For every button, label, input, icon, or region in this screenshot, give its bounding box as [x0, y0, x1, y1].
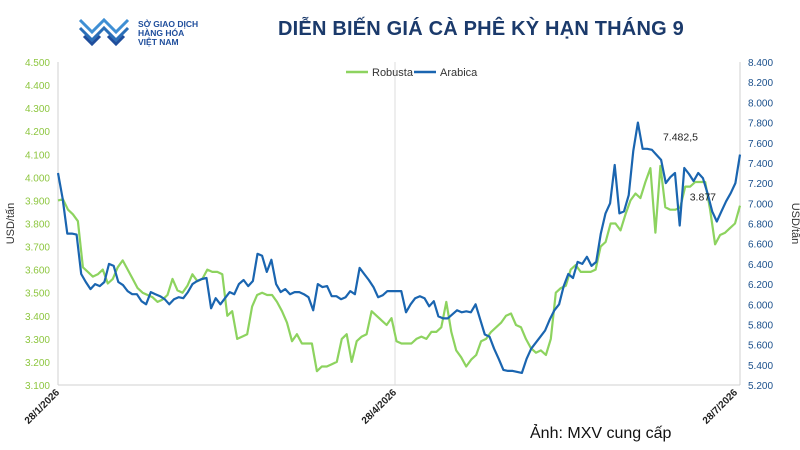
- left-tick-label: 4.100: [25, 150, 50, 161]
- right-tick-label: 7.600: [748, 139, 773, 150]
- end-value-label: 3.877: [690, 192, 716, 204]
- legend: Robusta Arabica: [346, 67, 478, 79]
- x-tick-label: 28/4/2026: [360, 387, 400, 427]
- right-axis-label: USD/tấn: [789, 203, 800, 245]
- left-tick-label: 3.300: [25, 335, 50, 346]
- right-tick-label: 6.200: [748, 280, 773, 291]
- right-axis: 5.200 5.400 5.600 5.800 6.000 6.200 6.400 6.600…: [748, 58, 800, 392]
- right-tick-label: 8.200: [748, 78, 773, 89]
- left-tick-label: 3.200: [25, 358, 50, 369]
- right-tick-label: 7.800: [748, 119, 773, 130]
- left-tick-label: 3.500: [25, 289, 50, 300]
- logo-text: SỞ GIAO DỊCH HÀNG HÓA VIỆT NAM: [138, 20, 198, 47]
- legend-label: Arabica: [440, 67, 478, 79]
- annotations: 3.877 7.482,5: [663, 132, 716, 204]
- left-tick-label: 3.700: [25, 243, 50, 254]
- series-line-robusta: [58, 166, 740, 371]
- end-value-label: 7.482,5: [663, 132, 698, 144]
- right-tick-label: 7.000: [748, 199, 773, 210]
- left-tick-label: 4.200: [25, 127, 50, 138]
- series-line-arabica: [58, 123, 740, 373]
- left-axis-label: USD/tấn: [5, 203, 17, 245]
- right-tick-label: 6.600: [748, 240, 773, 251]
- left-tick-label: 3.800: [25, 220, 50, 231]
- right-tick-label: 5.200: [748, 381, 773, 392]
- logo-line-3: VIỆT NAM: [138, 38, 198, 47]
- right-tick-label: 6.800: [748, 220, 773, 231]
- left-tick-label: 4.300: [25, 104, 50, 115]
- left-tick-label: 3.400: [25, 312, 50, 323]
- right-tick-label: 5.800: [748, 320, 773, 331]
- legend-label: Robusta: [372, 67, 414, 79]
- right-tick-label: 7.400: [748, 159, 773, 170]
- left-axis: 3.100 3.200 3.300 3.400 3.500 3.600 3.700 3.800…: [5, 58, 50, 392]
- logo-mark: [78, 16, 134, 46]
- left-tick-label: 3.900: [25, 196, 50, 207]
- left-tick-label: 3.100: [25, 381, 50, 392]
- right-tick-label: 8.400: [748, 58, 773, 69]
- right-tick-label: 5.400: [748, 361, 773, 372]
- chart-frame: [58, 62, 740, 385]
- left-tick-label: 4.000: [25, 173, 50, 184]
- left-tick-label: 4.400: [25, 81, 50, 92]
- x-tick-label: 28/7/2026: [701, 387, 741, 427]
- right-tick-label: 6.400: [748, 260, 773, 271]
- series-lines: [58, 123, 740, 373]
- chart-title: DIỄN BIẾN GIÁ CÀ PHÊ KỲ HẠN THÁNG 9: [278, 18, 684, 41]
- right-tick-label: 6.000: [748, 300, 773, 311]
- photo-credit: Ảnh: MXV cung cấp: [530, 425, 671, 443]
- right-tick-label: 7.200: [748, 179, 773, 190]
- left-tick-label: 4.500: [25, 58, 50, 69]
- right-tick-label: 5.600: [748, 341, 773, 352]
- x-axis: 28/1/2026 28/4/2026 28/7/2026: [23, 387, 741, 427]
- left-tick-label: 3.600: [25, 266, 50, 277]
- x-tick-label: 28/1/2026: [23, 387, 63, 427]
- right-tick-label: 8.000: [748, 98, 773, 109]
